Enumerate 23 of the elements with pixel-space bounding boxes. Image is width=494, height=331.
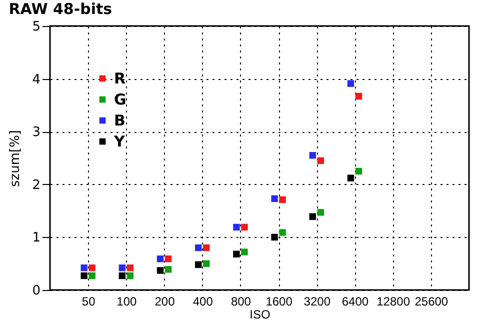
x-tick-label: 3200	[304, 294, 331, 308]
y-tick-label: 2	[32, 178, 40, 193]
y-axis-title: szum[%]	[8, 130, 24, 187]
x-tick-label: 12800	[376, 294, 410, 308]
legend-label: R	[114, 70, 126, 88]
x-tick-label: 400	[192, 294, 214, 308]
y-tick-label: 0	[32, 284, 40, 298]
x-tick-label: 800	[230, 294, 252, 308]
x-axis-title: ISO	[250, 308, 270, 322]
x-tick-label: 200	[154, 294, 176, 308]
x-tick-label: 1600	[266, 294, 293, 308]
x-tick-label: 100	[116, 294, 138, 308]
legend-label: Y	[113, 132, 126, 150]
legend-label: G	[114, 90, 126, 108]
x-tick-label: 6400	[342, 294, 369, 308]
y-tick-label: 4	[32, 72, 40, 88]
x-tick-label: 25600	[414, 294, 448, 308]
y-tick-label: 1	[32, 230, 40, 246]
chart-title: RAW 48-bits	[8, 0, 112, 18]
y-tick-label: 5	[32, 20, 40, 34]
y-tick-label: 3	[32, 125, 40, 140]
x-tick-label: 50	[82, 294, 96, 308]
legend-label: B	[114, 112, 126, 130]
